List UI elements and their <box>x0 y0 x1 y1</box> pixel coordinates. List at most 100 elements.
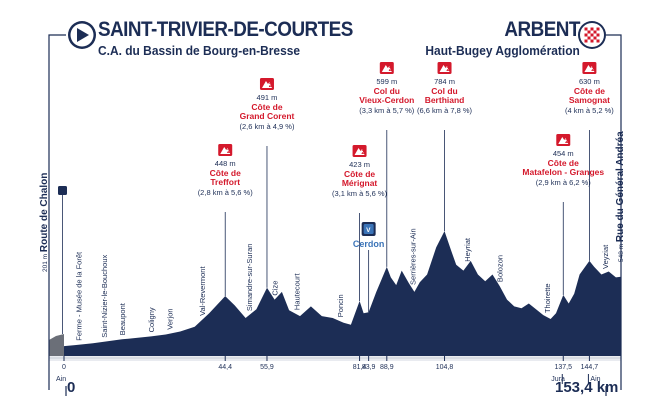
finish-place-label: 548 m Rue du Général Andréa <box>615 131 626 262</box>
checkered-pattern <box>584 27 600 43</box>
play-arrow-icon-glyph <box>77 28 89 42</box>
km-label: 88,9 <box>380 364 394 371</box>
place-labels: Ferme - Musée de la Forêt Saint-Nizier-le… <box>75 228 610 340</box>
mountain-climb-icon-glyph <box>439 65 450 72</box>
km-label: 81,4 <box>353 364 367 371</box>
mountain-climb-icon-glyph <box>261 81 272 88</box>
climb-altitude: 599 m <box>376 77 397 86</box>
km-markers: 0 44,4 55,9 81,483,9 88,9 104,8 137,5 144,7 Ain J… <box>49 356 621 384</box>
climb-name: Côte de <box>574 86 605 96</box>
department-label: Ain <box>56 376 66 383</box>
climb-altitude: 630 m <box>579 77 600 86</box>
finish-bracket <box>606 34 622 390</box>
start-place-label-part: 201 m <box>42 252 49 272</box>
checker-square <box>596 33 600 37</box>
mountain-climb-icon-glyph <box>354 148 365 155</box>
climb-detail: (4 km à 5,2 %) <box>565 106 614 115</box>
profile-area <box>64 231 621 356</box>
place-label: Hautecourt <box>292 273 301 311</box>
place-label: Verjon <box>165 308 174 329</box>
km-label: 144,7 <box>581 364 599 371</box>
climb-detail: (2,9 km à 6,2 %) <box>536 178 592 187</box>
checker-square <box>587 36 591 40</box>
mountain-climb-icon-glyph <box>584 65 595 72</box>
checker-square <box>593 30 597 34</box>
sprint-icon-inner <box>363 224 374 234</box>
place-label: Beaupont <box>118 302 127 335</box>
climb-name: Grand Corent <box>240 111 295 121</box>
climb-category: 2 <box>227 149 231 155</box>
sprint-icon-glyph: V <box>366 227 371 234</box>
place-label: Thoirette <box>543 283 552 313</box>
climb-name: Col du <box>431 86 457 96</box>
start-place-label-part: Route de Chalon <box>39 173 50 252</box>
start-town-subtitle: C.A. du Bassin de Bourg-en-Bresse <box>98 43 301 58</box>
place-label: Serrières-sur-Ain <box>409 228 418 285</box>
climb-altitude: 491 m <box>257 93 278 102</box>
place-label: Ferme - Musée de la Forêt <box>75 251 84 341</box>
mountain-climb-icon-glyph <box>381 65 392 72</box>
climb-name: Matafelon - Granges <box>522 167 604 177</box>
climb-name: Côte de <box>210 168 241 178</box>
checker-square <box>584 27 588 31</box>
climb-poles <box>224 130 590 301</box>
checker-square <box>587 30 591 34</box>
place-label: Poncin <box>336 294 345 317</box>
checker-square <box>590 39 594 43</box>
place-label: Cize <box>271 281 280 296</box>
start-plain-area <box>49 334 64 356</box>
climb-name: Mérignat <box>342 178 378 188</box>
place-label: Simandre-sur-Suran <box>245 244 254 312</box>
climb-name: Côte de <box>344 169 375 179</box>
finish-km: 153,4 km <box>555 379 618 396</box>
climb-category: 2 <box>446 67 450 73</box>
climb-detail: (3,1 km à 5,6 %) <box>332 189 388 198</box>
climb-detail: (2,6 km à 4,9 %) <box>239 122 295 131</box>
checker-square <box>590 33 594 37</box>
place-label: Veyziat <box>601 244 610 269</box>
climb-name: Col du <box>374 86 400 96</box>
start-town-title: SAINT-TRIVIER-DE-COURTES <box>98 18 353 41</box>
checker-square <box>590 27 594 31</box>
place-label: Saint-Nizier-le-Bouchoux <box>100 255 109 338</box>
climb-altitude: 448 m <box>215 159 236 168</box>
sprint-label: Cerdon <box>353 239 385 249</box>
climb-category: 2 <box>361 150 365 156</box>
start-place-label: 201 m Route de Chalon <box>39 173 50 272</box>
climb-altitude: 454 m <box>553 149 574 158</box>
climb-name: Côte de <box>548 158 579 168</box>
finish-place-label-part: 548 m <box>618 242 625 262</box>
place-label: Coligny <box>147 307 156 332</box>
place-label: Val-Revermont <box>198 266 207 316</box>
start-pin-icon <box>58 186 67 195</box>
finish-place-label-part: Rue du Général Andréa <box>615 131 626 242</box>
km-label: 55,9 <box>260 364 274 371</box>
climb-altitude: 784 m <box>434 77 455 86</box>
start-km: 0 <box>67 379 75 396</box>
climb-name: Berthiand <box>425 95 465 105</box>
start-bracket <box>48 34 66 390</box>
start-finish-markers: 0 153,4 km 201 m Route de Chalon 548 m Rue … <box>39 21 626 396</box>
place-label: Bolozon <box>496 255 505 282</box>
climb-altitude: 423 m <box>349 160 370 169</box>
climb-detail: (2,8 km à 5,6 %) <box>198 188 254 197</box>
km-label: 83,9 <box>362 364 376 371</box>
climb-name: Vieux-Cerdon <box>359 95 414 105</box>
km-label: 137,5 <box>555 364 573 371</box>
climb-name: Samognat <box>569 95 610 105</box>
checker-square <box>596 39 600 43</box>
start-plain-fill <box>49 334 64 356</box>
km-label: 0 <box>62 364 66 371</box>
place-label: Heyriat <box>463 237 472 262</box>
km-label: 44,4 <box>218 364 232 371</box>
checker-square <box>593 36 597 40</box>
mountain-climb-icon-glyph <box>558 137 569 144</box>
finish-town-subtitle: Haut-Bugey Agglomération <box>425 43 580 58</box>
checker-square <box>584 33 588 37</box>
climb-name: Treffort <box>210 177 240 187</box>
km-label: 104,8 <box>436 364 454 371</box>
climb-category: 2 <box>591 67 595 73</box>
